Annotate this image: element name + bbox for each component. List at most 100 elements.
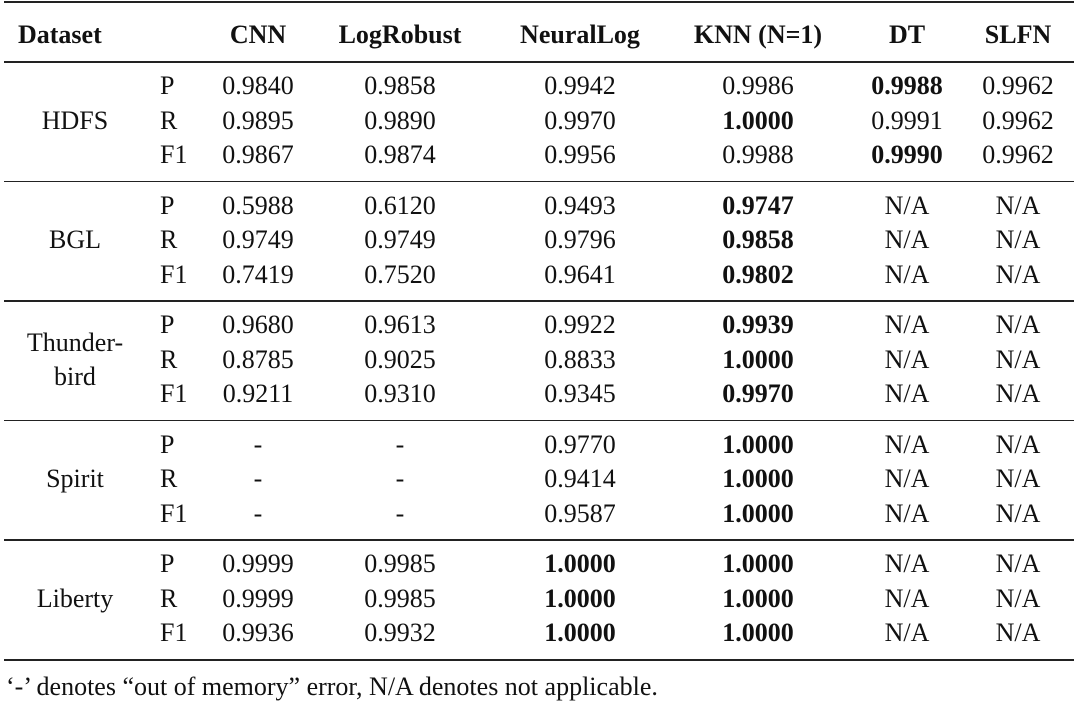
table-cell: N/A xyxy=(995,429,1041,459)
table-cell: N/A xyxy=(884,618,930,648)
table-cell: N/A xyxy=(995,464,1041,494)
table-cell: 0.9641 xyxy=(544,259,616,289)
table-cell: 0.9939 xyxy=(722,310,794,340)
metric-label: R xyxy=(160,583,178,613)
table-cell: N/A xyxy=(884,379,930,409)
metric-label: F1 xyxy=(160,379,188,409)
dataset-label: HDFS xyxy=(41,105,109,135)
table-cell: N/A xyxy=(884,259,930,289)
table-cell: 0.9749 xyxy=(364,225,436,255)
header-cell: Dataset xyxy=(18,20,102,49)
table-cell: 0.6120 xyxy=(364,190,436,220)
table-cell: N/A xyxy=(995,379,1041,409)
table-cell: N/A xyxy=(884,310,930,340)
table-cell: N/A xyxy=(995,310,1041,340)
table-cell: 0.9922 xyxy=(544,310,616,340)
header-rule xyxy=(4,61,1074,63)
table-cell: N/A xyxy=(884,225,930,255)
metric-label: F1 xyxy=(160,259,188,289)
table-cell: - xyxy=(253,429,263,459)
table-cell: 0.9932 xyxy=(364,618,436,648)
table-cell: N/A xyxy=(995,583,1041,613)
table-cell: 0.9025 xyxy=(364,344,436,374)
header-cell: CNN xyxy=(229,20,287,49)
table-cell: 0.9895 xyxy=(222,105,294,135)
group-rule xyxy=(4,180,1074,183)
table-cell: 0.9962 xyxy=(982,140,1054,169)
table-cell: 0.8833 xyxy=(544,344,616,374)
table-cell: N/A xyxy=(884,549,930,579)
metric-label: R xyxy=(160,225,178,255)
table-cell: 1.0000 xyxy=(722,344,794,374)
table-cell: 0.9613 xyxy=(364,310,436,340)
table-cell: 1.0000 xyxy=(544,549,616,579)
metric-label: P xyxy=(160,429,175,459)
table-cell: 0.9985 xyxy=(364,549,436,579)
table-cell: N/A xyxy=(884,498,930,528)
table-cell: N/A xyxy=(995,225,1041,255)
group-rule xyxy=(4,419,1074,422)
header-cell: DT xyxy=(888,20,926,49)
table-cell: N/A xyxy=(995,344,1041,374)
metric-label: P xyxy=(160,310,175,340)
table-cell: N/A xyxy=(995,618,1041,648)
metric-label: F1 xyxy=(160,618,188,648)
table-cell: 0.9956 xyxy=(544,140,616,169)
table-cell: 0.9942 xyxy=(544,71,616,100)
table-cell: 0.9310 xyxy=(364,379,436,409)
table-cell: N/A xyxy=(884,429,930,459)
table-cell: 0.9345 xyxy=(544,379,616,409)
table-cell: 0.9988 xyxy=(722,140,794,169)
table-cell: 0.9747 xyxy=(722,190,794,220)
table-cell: 0.9999 xyxy=(222,583,294,613)
dataset-label: BGL xyxy=(49,225,101,255)
metric-label: P xyxy=(160,71,175,100)
table-cell: 0.9874 xyxy=(364,140,436,169)
table-cell: 1.0000 xyxy=(722,618,794,648)
table-cell: 0.9985 xyxy=(364,583,436,613)
header-cell: NeuralLog xyxy=(520,20,640,49)
metric-label: P xyxy=(160,549,175,579)
table-cell: 1.0000 xyxy=(722,429,794,459)
table-cell: - xyxy=(395,464,405,494)
table-cell: 0.9211 xyxy=(222,379,294,409)
metric-label: R xyxy=(160,464,178,494)
table-cell: 0.9858 xyxy=(722,225,794,255)
table-cell: 0.9414 xyxy=(544,464,616,494)
table-cell: 0.9970 xyxy=(722,379,794,409)
dataset-label: Liberty xyxy=(36,583,114,613)
table-cell: 0.9990 xyxy=(871,140,943,169)
table-cell: N/A xyxy=(995,498,1041,528)
top-rule xyxy=(4,1,1074,3)
dataset-label: Spirit xyxy=(46,464,104,494)
table-cell: 1.0000 xyxy=(722,549,794,579)
table-cell: 1.0000 xyxy=(722,583,794,613)
table-cell: 0.9680 xyxy=(222,310,294,340)
table-cell: 0.9986 xyxy=(722,71,794,100)
table-cell: 0.9493 xyxy=(544,190,616,220)
table-cell: 0.9796 xyxy=(544,225,616,255)
metric-label: R xyxy=(160,105,178,135)
table-cell: 0.9749 xyxy=(222,225,294,255)
metric-label: F1 xyxy=(160,498,188,528)
table-cell: 0.9988 xyxy=(871,71,943,100)
table-cell: N/A xyxy=(995,549,1041,579)
table-cell: N/A xyxy=(884,190,930,220)
table-cell: - xyxy=(253,464,263,494)
table-cell: 0.8785 xyxy=(222,344,294,374)
table-cell: N/A xyxy=(884,344,930,374)
table-cell: 0.9962 xyxy=(982,105,1054,135)
table-cell: 0.9999 xyxy=(222,549,294,579)
table-cell: 0.5988 xyxy=(222,190,294,220)
header-cell: KNN (N=1) xyxy=(693,20,823,49)
table-cell: 0.9962 xyxy=(982,71,1054,100)
table-cell: 0.7520 xyxy=(364,259,436,289)
table-cell: 0.7419 xyxy=(222,259,294,289)
table-cell: - xyxy=(395,498,405,528)
table-cell: - xyxy=(395,429,405,459)
table-cell: 1.0000 xyxy=(722,105,794,135)
metric-label: P xyxy=(160,190,175,220)
table-cell: 0.9770 xyxy=(544,429,616,459)
table-cell: N/A xyxy=(995,190,1041,220)
